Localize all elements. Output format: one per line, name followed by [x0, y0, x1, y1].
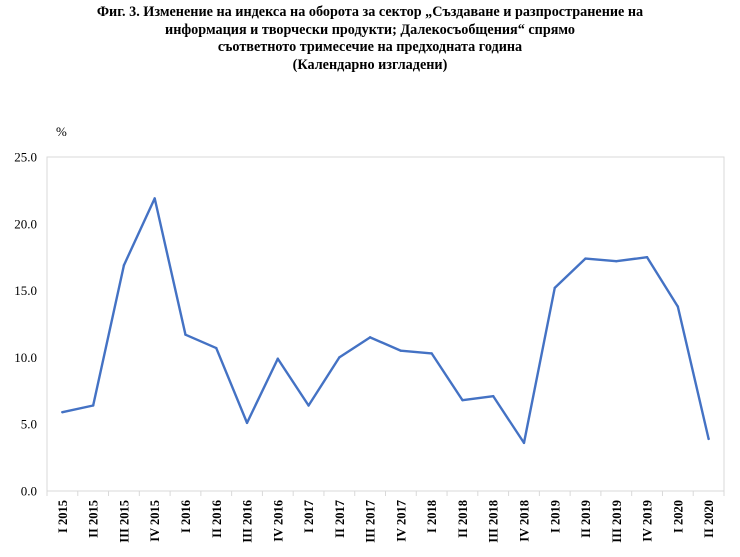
- x-tick-label: II 2016: [210, 500, 224, 538]
- data-point: [522, 441, 526, 445]
- y-axis-label: %: [56, 124, 67, 139]
- plot-area-border: [46, 156, 725, 492]
- x-tick-label: I 2018: [425, 500, 439, 533]
- x-tick-label: II 2015: [87, 500, 101, 538]
- chart-title-line-4: (Календарно изгладени): [292, 56, 448, 73]
- data-point: [307, 404, 310, 407]
- x-tick-label: IV 2017: [394, 500, 408, 542]
- x-tick-label: II 2019: [579, 500, 593, 538]
- data-point: [215, 346, 218, 350]
- data-point: [492, 394, 495, 398]
- y-tick-label: 20.0: [14, 216, 37, 231]
- data-point: [245, 421, 249, 425]
- x-axis: I 2015 II 2015 III 2015 IV 2015 I 2016 II 201…: [46, 491, 725, 543]
- data-point: [338, 356, 341, 359]
- x-tick-label: IV 2016: [271, 500, 285, 542]
- x-tick-label: II 2020: [702, 500, 716, 538]
- chart-title-line-1: Фиг. 3. Изменение на индекса на оборота …: [96, 4, 644, 20]
- data-point: [430, 352, 433, 355]
- y-tick-label: 25.0: [14, 150, 37, 165]
- data-point: [61, 410, 64, 414]
- data-point: [122, 264, 126, 267]
- x-tick-label: IV 2015: [148, 500, 162, 542]
- series-line: [61, 197, 710, 445]
- x-tick-label: III 2015: [117, 500, 131, 543]
- x-tick-label: IV 2019: [641, 500, 655, 542]
- x-tick-label: III 2016: [241, 500, 255, 543]
- data-point: [707, 437, 710, 441]
- data-point: [276, 357, 279, 360]
- data-point: [461, 398, 464, 402]
- x-tick-label: I 2015: [56, 500, 70, 533]
- data-point: [399, 349, 403, 352]
- data-points: [61, 197, 710, 445]
- y-axis: 0.0 5.0 10.0 15.0 20.0 25.0: [14, 150, 37, 499]
- x-tick-label: IV 2018: [517, 500, 531, 542]
- data-point: [153, 197, 156, 200]
- data-point: [584, 257, 587, 260]
- x-tick-label: III 2017: [364, 500, 378, 543]
- data-point: [184, 333, 187, 336]
- x-tick-label: II 2018: [456, 500, 470, 538]
- chart-title-line-2: информация и творчески продукти; Далекос…: [165, 21, 575, 38]
- data-point: [676, 305, 680, 308]
- y-tick-label: 10.0: [14, 350, 37, 365]
- x-tick-label: I 2020: [671, 500, 685, 533]
- x-tick-label: II 2017: [333, 500, 347, 538]
- data-point: [368, 336, 372, 339]
- x-tick-label: I 2019: [548, 500, 562, 533]
- chart-title: Фиг. 3. Изменение на индекса на оборота …: [0, 4, 740, 74]
- data-point: [615, 260, 618, 263]
- x-tick-label: I 2016: [179, 500, 193, 533]
- data-point: [553, 286, 556, 290]
- data-point: [645, 256, 649, 259]
- chart-title-line-3: съответното тримесечие на предходната го…: [217, 39, 523, 55]
- x-tick-label: III 2019: [610, 500, 624, 543]
- y-tick-label: 0.0: [21, 484, 37, 499]
- x-tick-label: I 2017: [302, 500, 316, 533]
- data-point: [91, 404, 95, 407]
- y-tick-label: 5.0: [21, 417, 37, 432]
- y-tick-label: 15.0: [14, 283, 37, 298]
- x-tick-label: III 2018: [487, 500, 501, 543]
